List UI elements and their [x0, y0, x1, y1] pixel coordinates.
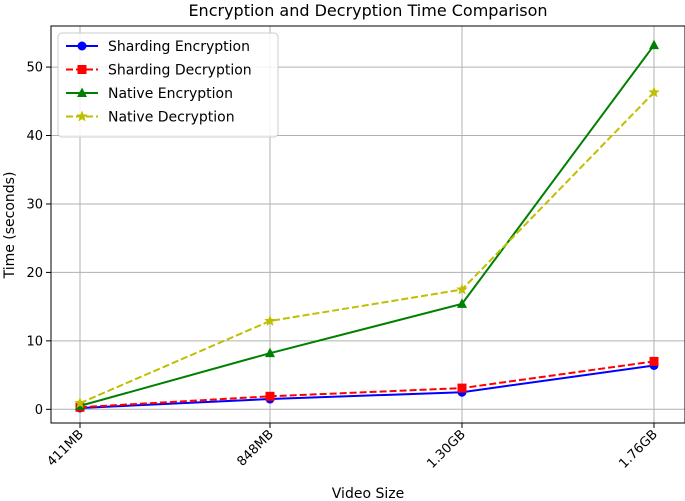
series-layer	[74, 39, 660, 413]
legend-marker-2	[77, 87, 87, 97]
y-tick-label-0: 0	[35, 403, 43, 418]
series-3	[74, 86, 660, 408]
chart-title: Encryption and Decryption Time Compariso…	[188, 1, 547, 20]
data-point-3-0	[74, 397, 86, 408]
x-axis-label: Video Size	[332, 486, 404, 501]
y-axis-ticks: 0 10 20 30 40 50	[26, 61, 51, 418]
data-point-2-2	[457, 298, 467, 308]
y-tick-label-2: 20	[26, 266, 43, 281]
legend-item-2: Native Encryption	[66, 86, 233, 102]
legend-label-0: Sharding Encryption	[108, 39, 250, 55]
data-point-2-3	[649, 39, 659, 50]
legend-label-2: Native Encryption	[108, 86, 233, 102]
data-point-1-3	[649, 356, 659, 366]
y-tick-label-4: 40	[26, 129, 43, 144]
x-tick-label-2: 1.30GB	[424, 427, 469, 472]
series-line-0	[79, 364, 655, 409]
y-tick-label-5: 50	[26, 61, 43, 76]
legend-item-3: Native Decryption	[66, 110, 235, 126]
y-axis-label: Time (seconds)	[2, 172, 18, 280]
data-point-3-3	[648, 86, 660, 98]
data-point-3-1	[264, 315, 276, 326]
data-point-1-1	[265, 391, 275, 401]
legend-label-1: Sharding Decryption	[108, 63, 252, 79]
series-0	[75, 361, 659, 413]
legend-item-1: Sharding Decryption	[66, 63, 252, 79]
legend-label-3: Native Decryption	[108, 110, 235, 126]
plot-frame	[50, 25, 685, 424]
data-point-2-1	[265, 347, 275, 358]
legend: Sharding Encryption Sharding Decryption Na…	[57, 32, 279, 138]
data-point-1-2	[457, 383, 467, 393]
x-tick-label-3: 1.76GB	[616, 427, 661, 472]
x-tick-label-1: 848MB	[234, 427, 276, 469]
series-line-3	[79, 91, 655, 405]
x-axis-ticks: 411MB 848MB 1.30GB 1.76GB	[44, 423, 661, 472]
legend-box	[57, 32, 279, 138]
legend-item-0: Sharding Encryption	[66, 39, 250, 55]
series-line-1	[79, 360, 655, 409]
x-tick-label-0: 411MB	[44, 427, 86, 469]
series-line-2	[79, 44, 655, 407]
data-point-3-2	[456, 283, 468, 295]
y-tick-label-3: 30	[26, 197, 43, 212]
legend-marker-0	[77, 41, 87, 51]
legend-marker-3	[76, 110, 88, 122]
legend-marker-1	[77, 65, 87, 74]
y-tick-label-1: 10	[26, 334, 43, 349]
